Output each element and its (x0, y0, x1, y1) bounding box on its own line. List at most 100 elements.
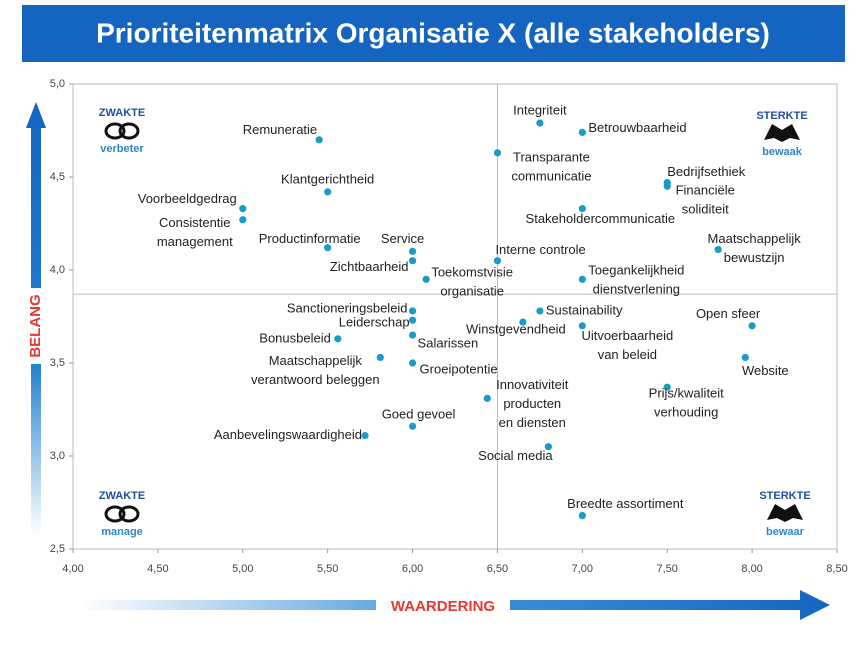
point (334, 335, 342, 343)
point (493, 149, 502, 157)
point (578, 511, 586, 520)
point (536, 119, 544, 127)
point (663, 383, 671, 391)
point-label: Prijs/kwaliteit (649, 386, 725, 401)
point-label: van beleid (598, 347, 657, 362)
y-tick-label: 3,0 (50, 450, 65, 462)
point-label: Aanbevelingswaardigheid (214, 427, 362, 442)
x-tick-label: 5,00 (232, 563, 253, 575)
point-label: Salarissen (418, 336, 479, 351)
point-label: Stakeholdercommunicatie (526, 211, 676, 226)
point-label: Maatschappelijk (708, 231, 802, 246)
point (578, 128, 586, 136)
point (408, 359, 417, 367)
quadrant-subtitle: verbeter (100, 143, 144, 155)
point (408, 307, 417, 315)
quadrant-title: ZWAKTE (99, 107, 145, 119)
x-tick-label: 7,00 (572, 563, 593, 575)
quadrant-subtitle: bewaar (766, 526, 805, 538)
point (315, 136, 323, 144)
point (483, 394, 491, 402)
point (361, 431, 369, 440)
y-tick-label: 4,0 (50, 264, 65, 276)
point (408, 422, 417, 430)
chain-icon (118, 122, 140, 140)
point (324, 244, 332, 252)
point-label: Social media (478, 448, 553, 463)
point-label: dienstverlening (593, 282, 680, 297)
y-tick-label: 5,0 (50, 78, 65, 90)
point-label: Leiderschap (339, 315, 410, 330)
point (408, 316, 417, 324)
point (544, 443, 552, 451)
point-label: verantwoord beleggen (251, 372, 380, 387)
point (408, 247, 417, 255)
point (748, 322, 756, 330)
point-label: Integriteit (513, 102, 567, 117)
x-tick-label: 8,50 (826, 563, 847, 575)
point-label: Zichtbaarheid (330, 259, 409, 274)
point-label: Bonusbeleid (259, 330, 331, 345)
title-bar (22, 5, 845, 62)
point-label: Toegankelijkheid (588, 263, 684, 278)
quadrant-subtitle: bewaak (762, 146, 803, 158)
point (663, 182, 671, 190)
point-label: Productinformatie (259, 231, 361, 246)
chain-icon (118, 505, 140, 523)
point-label: Uitvoerbaarheid (581, 328, 673, 343)
y-label-bg (26, 288, 46, 364)
point-label: organisatie (440, 284, 504, 299)
point-label: Interne controle (495, 242, 585, 257)
x-tick-label: 7,50 (657, 563, 678, 575)
point (408, 257, 417, 265)
point-label: Remuneratie (243, 122, 317, 137)
point (324, 188, 332, 196)
point (578, 322, 586, 330)
x-tick-label: 6,50 (487, 563, 508, 575)
point-label: Voorbeeldgedrag (138, 191, 237, 206)
point-label: Sustainability (546, 302, 623, 317)
point-label: Goed gevoel (382, 407, 456, 422)
point-label: Service (381, 231, 424, 246)
x-tick-label: 4,00 (62, 563, 83, 575)
point-label: soliditeit (682, 202, 729, 217)
point-label: bewustzijn (724, 250, 785, 265)
x-label-bg (376, 596, 510, 616)
point-label: Betrouwbaarheid (588, 120, 686, 135)
point (578, 205, 586, 213)
point-label: Sanctioneringsbeleid (287, 300, 408, 315)
point (408, 331, 417, 339)
x-axis-label: WAARDERING (391, 598, 495, 615)
y-axis-label: BELANG (27, 294, 44, 357)
point-label: Consistentie (159, 215, 231, 230)
y-tick-label: 3,5 (50, 357, 65, 369)
point-label: verhouding (654, 405, 718, 420)
quadrant-title: STERKTE (756, 110, 807, 122)
quadrant-subtitle: manage (101, 526, 143, 538)
point-label: Open sfeer (696, 306, 761, 321)
point-label: Winstgevendheid (466, 322, 566, 337)
point (239, 216, 247, 224)
point-label: management (157, 234, 233, 249)
point-label: producten (503, 396, 561, 411)
chart-title: Prioriteitenmatrix Organisatie X (alle s… (96, 17, 770, 48)
y-tick-label: 2,5 (50, 543, 65, 555)
point (578, 275, 586, 283)
plot-frame (72, 83, 838, 550)
point (741, 353, 749, 362)
point-label: Bedrijfsethiek (667, 164, 746, 179)
quadrant-title: STERKTE (759, 490, 810, 502)
point (519, 318, 527, 326)
point-label: Transparante (513, 149, 590, 164)
chain-icon (104, 505, 126, 523)
x-tick-label: 6,00 (402, 563, 423, 575)
x-tick-label: 8,00 (741, 563, 762, 575)
point-label: Klantgerichtheid (281, 171, 374, 186)
point-label: Maatschappelijk (269, 353, 363, 368)
handshake-icon (767, 504, 803, 522)
point-label: Financiële (676, 183, 735, 198)
point (493, 257, 502, 265)
point-label: Groeipotentie (420, 361, 498, 376)
point-label: communicatie (511, 168, 591, 183)
